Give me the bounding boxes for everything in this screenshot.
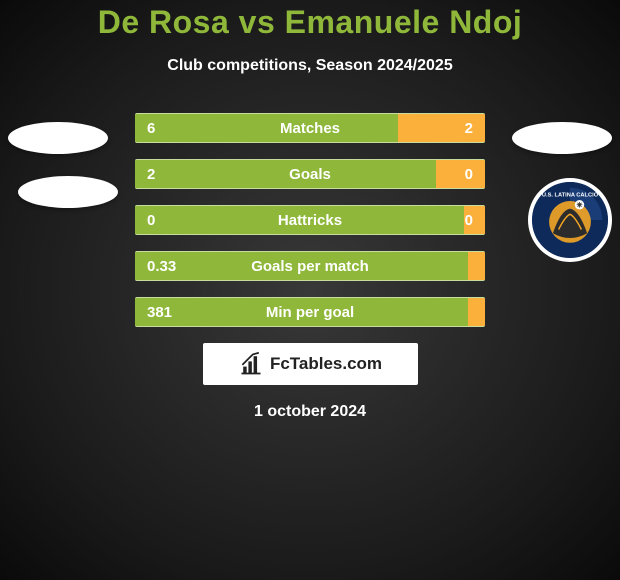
stat-label: Goals — [135, 160, 485, 188]
comparison-card: De Rosa vs Emanuele Ndoj Club competitio… — [0, 0, 620, 580]
stat-row: 0.33 Goals per match — [135, 251, 485, 281]
stats-bars: 6 Matches 2 2 Goals 0 0 Hattricks 0 0.33… — [135, 113, 485, 327]
player-left-badge-1 — [8, 122, 108, 154]
stat-row: 6 Matches 2 — [135, 113, 485, 143]
stat-label: Hattricks — [135, 206, 485, 234]
stat-row: 2 Goals 0 — [135, 159, 485, 189]
subtitle: Club competitions, Season 2024/2025 — [0, 57, 620, 75]
stat-row: 0 Hattricks 0 — [135, 205, 485, 235]
source-logo: FcTables.com — [203, 343, 418, 385]
player-right-badge-1 — [512, 122, 612, 154]
player-left-badge-2 — [18, 176, 118, 208]
player-right-club-badge: U.S. LATINA CALCIO — [528, 178, 612, 262]
source-label: FcTables.com — [270, 354, 382, 374]
date-label: 1 october 2024 — [0, 403, 620, 421]
page-title: De Rosa vs Emanuele Ndoj — [0, 4, 620, 41]
stat-right-value: 2 — [465, 114, 473, 142]
club-crest-icon: U.S. LATINA CALCIO — [532, 180, 608, 260]
bar-chart-icon — [238, 351, 264, 377]
stat-right-value: 0 — [465, 160, 473, 188]
stat-label: Min per goal — [135, 298, 485, 326]
svg-text:U.S. LATINA CALCIO: U.S. LATINA CALCIO — [542, 192, 599, 198]
stat-label: Matches — [135, 114, 485, 142]
stat-right-value: 0 — [465, 206, 473, 234]
stat-row: 381 Min per goal — [135, 297, 485, 327]
stat-label: Goals per match — [135, 252, 485, 280]
